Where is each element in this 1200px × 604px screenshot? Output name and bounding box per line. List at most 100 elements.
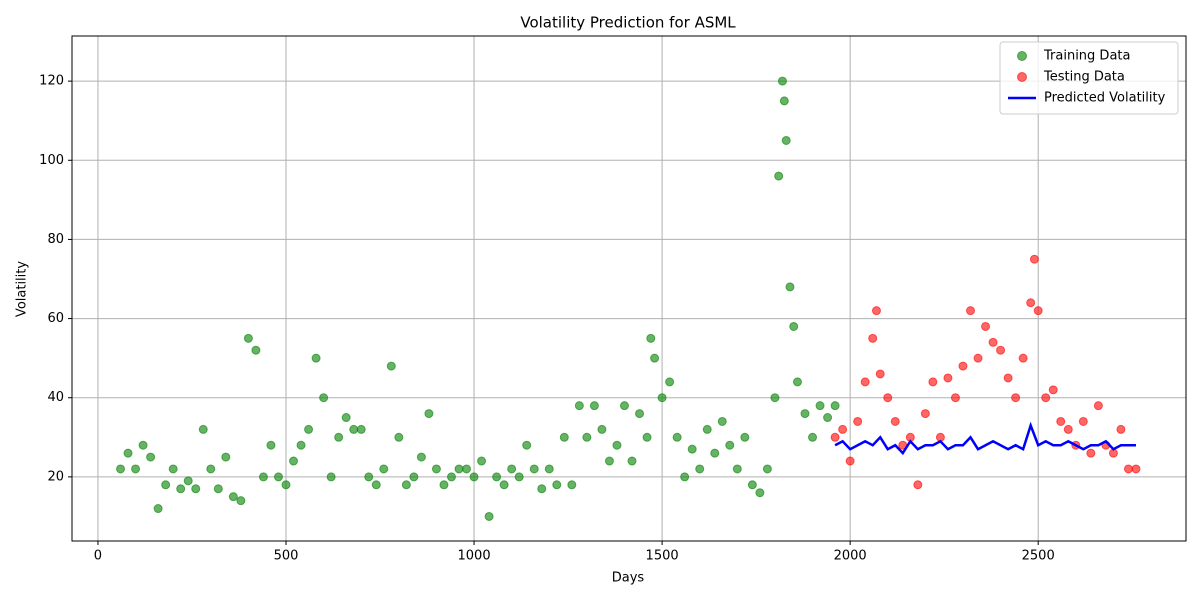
data-point	[153, 504, 163, 514]
legend-swatch	[1017, 72, 1027, 82]
data-point	[996, 345, 1006, 355]
data-point	[334, 432, 344, 442]
data-point	[800, 409, 810, 419]
data-point	[221, 452, 231, 462]
plot-frame	[71, 35, 1187, 542]
data-point	[386, 361, 396, 371]
legend-swatch	[1017, 51, 1027, 61]
data-point	[161, 480, 171, 490]
data-point	[789, 321, 799, 331]
data-point	[1003, 373, 1013, 383]
x-tick-label: 0	[94, 549, 102, 564]
data-point	[913, 480, 923, 490]
data-point	[439, 480, 449, 490]
data-point	[191, 484, 201, 494]
data-point	[687, 444, 697, 454]
data-point	[665, 377, 675, 387]
data-point	[522, 440, 532, 450]
data-point	[792, 377, 802, 387]
data-point	[619, 401, 629, 411]
data-point	[1018, 353, 1028, 363]
data-point	[702, 424, 712, 434]
data-point	[871, 306, 881, 316]
data-point	[273, 472, 283, 482]
x-tick-label: 1000	[458, 549, 491, 564]
data-point	[928, 377, 938, 387]
data-point	[1063, 424, 1073, 434]
data-point	[725, 440, 735, 450]
data-point	[830, 401, 840, 411]
data-point	[695, 464, 705, 474]
data-point	[168, 464, 178, 474]
data-point	[364, 472, 374, 482]
data-point	[552, 480, 562, 490]
legend: Training Data Testing Data Predicted Volat…	[999, 41, 1179, 115]
data-point	[416, 452, 426, 462]
y-tick-label: 20	[47, 469, 64, 484]
data-point	[529, 464, 539, 474]
data-point	[650, 353, 660, 363]
data-point	[920, 409, 930, 419]
data-point	[1086, 448, 1096, 458]
chart-title: Volatility Prediction for ASML	[520, 14, 736, 32]
data-point	[589, 401, 599, 411]
data-point	[243, 333, 253, 343]
data-point	[838, 424, 848, 434]
data-point	[1029, 254, 1039, 264]
data-point	[544, 464, 554, 474]
data-point	[883, 393, 893, 403]
data-point	[1131, 464, 1141, 474]
x-tick-label: 2000	[834, 549, 867, 564]
data-point	[779, 96, 789, 106]
data-point	[1026, 298, 1036, 308]
data-point	[258, 472, 268, 482]
data-point	[612, 440, 622, 450]
legend-label: Predicted Volatility	[1044, 91, 1166, 106]
data-point	[266, 440, 276, 450]
data-point	[138, 440, 148, 450]
data-point	[646, 333, 656, 343]
y-tick-label: 100	[39, 153, 64, 168]
data-point	[815, 401, 825, 411]
data-point	[146, 452, 156, 462]
data-point	[627, 456, 637, 466]
data-point	[875, 369, 885, 379]
data-point	[507, 464, 517, 474]
data-point	[717, 416, 727, 426]
legend-label: Testing Data	[1043, 70, 1125, 85]
data-point	[845, 456, 855, 466]
data-point	[853, 416, 863, 426]
data-point	[672, 432, 682, 442]
data-point	[823, 413, 833, 423]
data-point	[559, 432, 569, 442]
data-point	[981, 321, 991, 331]
data-point	[890, 416, 900, 426]
data-point	[1123, 464, 1133, 474]
data-point	[499, 480, 509, 490]
data-point	[311, 353, 321, 363]
data-point	[1048, 385, 1058, 395]
data-point	[131, 464, 141, 474]
data-point	[289, 456, 299, 466]
data-point	[424, 409, 434, 419]
y-tick-label: 60	[47, 311, 64, 326]
data-point	[176, 484, 186, 494]
data-point	[958, 361, 968, 371]
data-point	[477, 456, 487, 466]
data-point	[830, 432, 840, 442]
data-point	[454, 464, 464, 474]
data-point	[943, 373, 953, 383]
data-point	[281, 480, 291, 490]
data-point	[537, 484, 547, 494]
data-point	[183, 476, 193, 486]
data-point	[1093, 401, 1103, 411]
data-point	[973, 353, 983, 363]
data-point	[1011, 393, 1021, 403]
data-point	[304, 424, 314, 434]
data-point	[770, 393, 780, 403]
data-point	[965, 306, 975, 316]
data-point	[680, 472, 690, 482]
data-point	[1078, 416, 1088, 426]
data-point	[642, 432, 652, 442]
